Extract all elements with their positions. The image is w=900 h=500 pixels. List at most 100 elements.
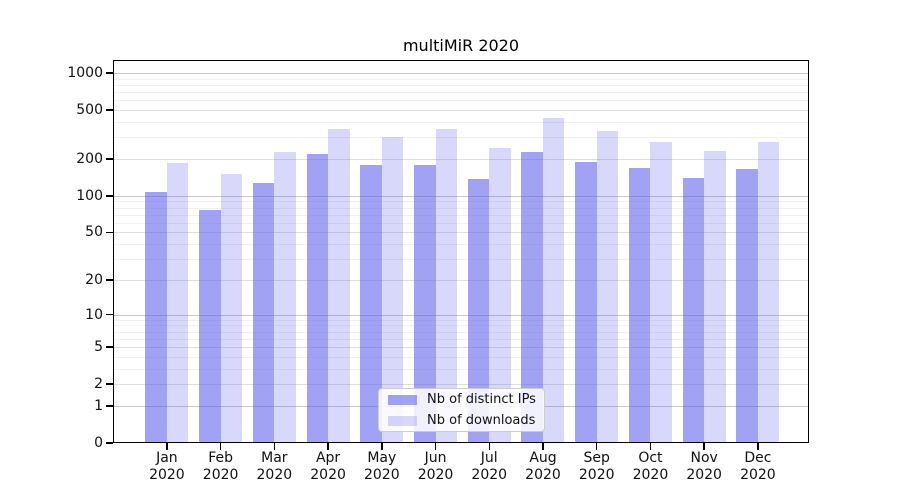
- gridline-major: [113, 232, 809, 234]
- y-tick: [106, 346, 113, 348]
- chart-title: multiMiR 2020: [402, 36, 520, 55]
- x-tick: [757, 443, 759, 450]
- x-tick-month: Jan: [156, 450, 178, 466]
- gridline-major: [113, 347, 809, 349]
- gridline-minor: [113, 201, 809, 203]
- x-tick-year: 2020: [686, 467, 722, 483]
- y-tick: [106, 383, 113, 385]
- x-tick-month: Jul: [480, 450, 498, 466]
- gridline-major: [113, 110, 809, 112]
- legend-label: Nb of distinct IPs: [427, 392, 536, 407]
- x-tick-year: 2020: [632, 467, 669, 483]
- bar-distinct-ips: [736, 168, 758, 443]
- x-tick-year: 2020: [578, 467, 615, 483]
- gridline-minor: [113, 331, 809, 333]
- gridline-minor: [113, 121, 809, 123]
- bar-distinct-ips: [467, 179, 490, 443]
- plot-area: [113, 60, 809, 443]
- x-tick-label: Jun 2020: [406, 450, 466, 484]
- gridline-minor: [113, 356, 809, 358]
- y-tick-label: 500: [76, 102, 103, 119]
- x-tick-month: Oct: [638, 450, 663, 466]
- x-tick-label: Jan 2020: [137, 450, 197, 484]
- x-tick: [327, 443, 329, 450]
- x-tick-month: Aug: [529, 450, 557, 466]
- gridline-major: [113, 384, 809, 386]
- gridline-minor: [113, 137, 809, 139]
- x-tick: [649, 443, 652, 450]
- x-tick-year: 2020: [256, 467, 293, 483]
- legend: Nb of distinct IPs Nb of downloads: [378, 388, 545, 432]
- x-tick-label: Dec 2020: [728, 450, 788, 484]
- gridline-major: [113, 195, 809, 197]
- x-tick-year: 2020: [525, 467, 561, 483]
- x-tick: [434, 443, 437, 450]
- y-tick: [106, 72, 113, 74]
- bar-distinct-ips: [252, 183, 275, 443]
- x-tick-label: Nov 2020: [674, 450, 734, 484]
- x-tick-label: Aug 2020: [513, 450, 573, 484]
- y-tick-label: 0: [94, 435, 103, 451]
- bar-downloads: [704, 150, 726, 443]
- x-tick-year: 2020: [417, 467, 454, 483]
- x-tick-month: Jun: [424, 450, 447, 466]
- bar-downloads: [489, 147, 511, 443]
- legend-swatch-downloads-icon: [388, 415, 417, 426]
- bar-distinct-ips: [575, 162, 597, 443]
- gridline-major: [113, 279, 809, 281]
- x-tick-month: May: [367, 450, 397, 466]
- gridline-minor: [113, 207, 809, 209]
- y-tick: [106, 313, 113, 316]
- gridline-minor: [113, 325, 809, 327]
- legend-item-downloads: Nb of downloads: [388, 413, 535, 428]
- x-tick-label: Mar 2020: [244, 450, 304, 484]
- x-tick: [381, 443, 383, 450]
- x-tick: [273, 443, 276, 450]
- gridline-minor: [113, 259, 809, 261]
- bar-downloads: [650, 141, 672, 443]
- gridline-minor: [113, 84, 809, 86]
- bar-downloads: [220, 173, 243, 443]
- y-tick-label: 10: [85, 306, 103, 323]
- bar-downloads: [542, 118, 565, 443]
- gridline-major: [113, 314, 809, 316]
- y-tick-label: 2: [94, 376, 103, 393]
- x-tick-month: Feb: [208, 450, 234, 466]
- gridline-minor: [113, 78, 809, 80]
- y-tick-label: 1: [94, 397, 103, 414]
- bar-distinct-ips: [145, 192, 167, 443]
- gridline-minor: [113, 244, 809, 246]
- bar-downloads: [166, 162, 189, 443]
- x-tick-label: Apr 2020: [298, 450, 358, 484]
- x-tick-label: Feb 2020: [191, 450, 251, 484]
- x-tick-label: Jul 2020: [459, 450, 519, 484]
- x-tick-year: 2020: [202, 467, 239, 483]
- bar-downloads: [328, 128, 350, 443]
- legend-swatch-distinct-ips-icon: [388, 394, 417, 405]
- y-tick: [106, 231, 113, 234]
- gridline-minor: [113, 222, 809, 224]
- y-tick: [106, 442, 113, 444]
- x-tick: [595, 443, 598, 450]
- gridline-major: [113, 158, 809, 160]
- bar-downloads: [435, 128, 458, 443]
- x-tick-month: Sep: [583, 450, 610, 466]
- x-tick: [542, 443, 544, 450]
- x-tick-year: 2020: [740, 467, 776, 483]
- x-tick-month: Dec: [744, 450, 772, 466]
- gridline-major: [113, 73, 809, 74]
- gridline-minor: [113, 92, 809, 94]
- bar-distinct-ips: [521, 152, 543, 443]
- bar-distinct-ips: [360, 164, 382, 443]
- x-tick-label: Sep 2020: [567, 450, 627, 484]
- y-tick-label: 50: [85, 224, 103, 241]
- bar-downloads: [274, 151, 296, 443]
- gridline-minor: [113, 100, 809, 102]
- gridline-minor: [113, 319, 809, 321]
- y-tick: [106, 405, 113, 407]
- bar-distinct-ips: [682, 177, 705, 443]
- x-tick: [703, 443, 705, 450]
- bar-downloads: [381, 136, 404, 443]
- x-tick-month: Apr: [315, 450, 341, 466]
